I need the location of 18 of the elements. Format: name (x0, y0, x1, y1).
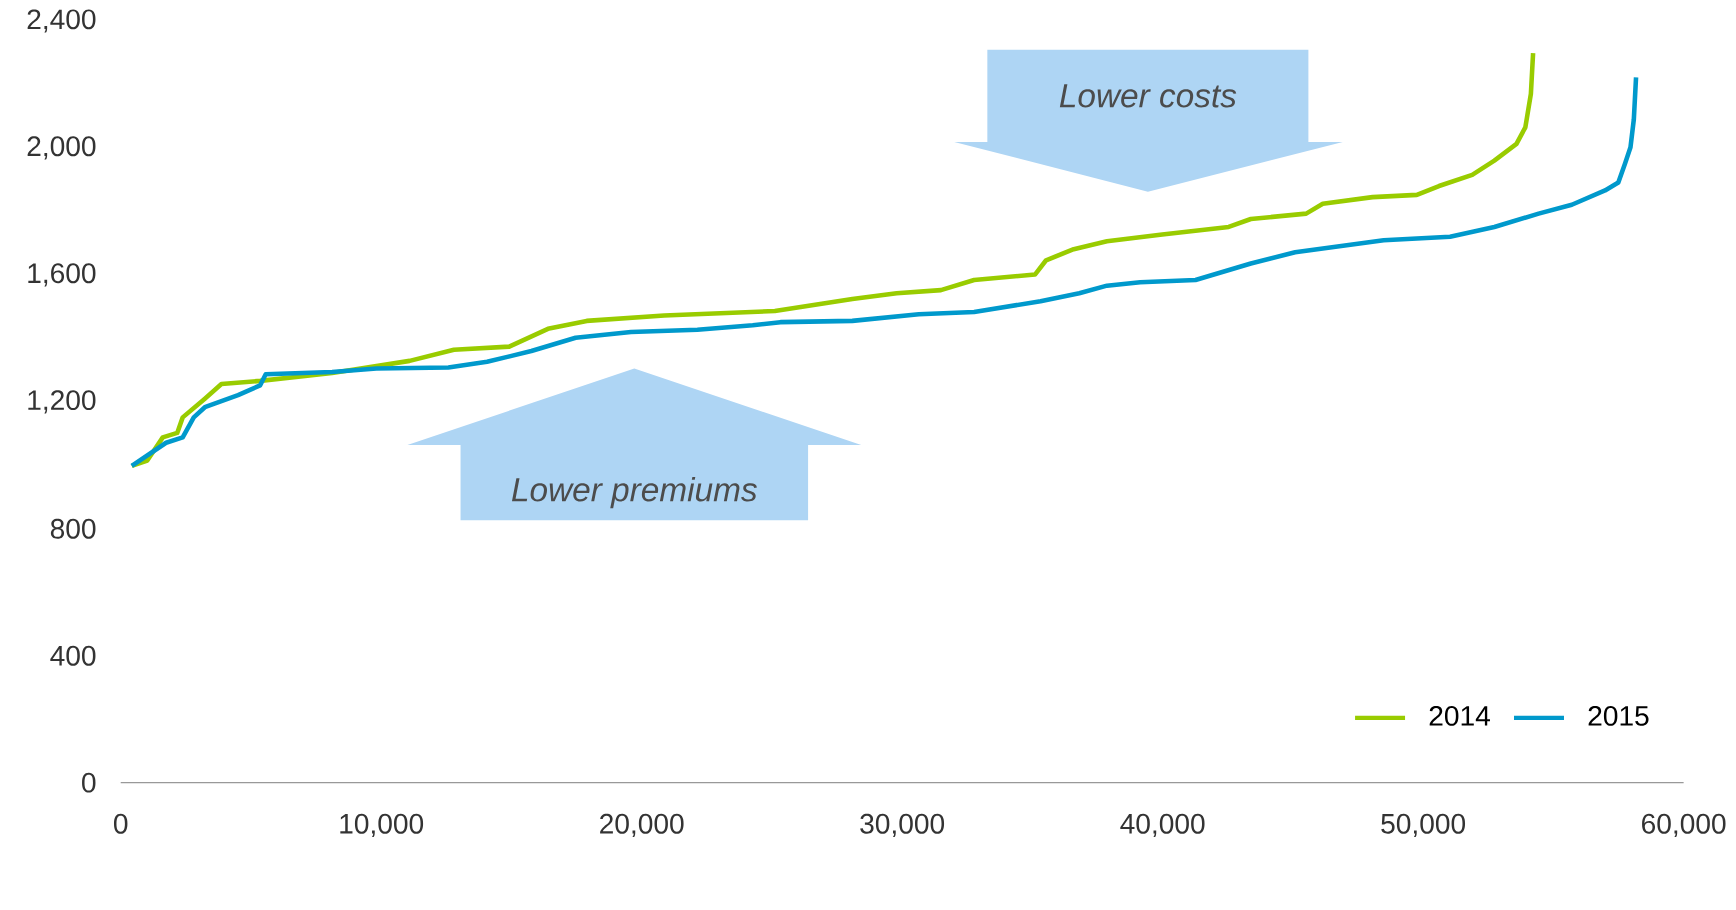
x-tick-label: 60,000 (1642, 813, 1726, 838)
x-tick-label: 0 (113, 813, 128, 834)
y-tick-label: 800 (50, 518, 96, 539)
y-tick-label: 1,200 (28, 390, 96, 414)
y-tick-label: 400 (50, 645, 96, 666)
y-tick-label: 0 (82, 772, 96, 793)
y-tick-label: 2,400 (27, 9, 96, 33)
legend-label: 2014 (1429, 705, 1490, 726)
x-tick-label: 10,000 (340, 813, 424, 838)
x-tick-label: 50,000 (1381, 813, 1466, 838)
x-tick-label: 40,000 (1120, 813, 1205, 838)
y-tick-label: 1,600 (28, 263, 96, 287)
annotation: Lower premiums (511, 477, 757, 509)
x-tick-label: 30,000 (860, 813, 945, 838)
legend-label: 2015 (1588, 705, 1649, 726)
annotation: Lower costs (1059, 84, 1237, 108)
y-tick-label: 2,000 (27, 136, 96, 160)
x-tick-label: 20,000 (600, 813, 684, 838)
